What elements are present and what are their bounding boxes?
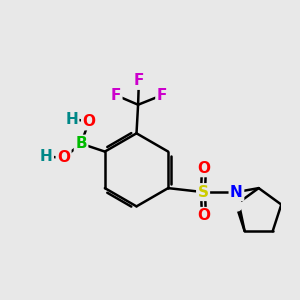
Text: F: F (111, 88, 121, 103)
Text: O: O (197, 161, 210, 176)
Text: H: H (65, 112, 78, 127)
Text: S: S (198, 184, 208, 200)
Text: F: F (134, 74, 144, 88)
Text: B: B (75, 136, 87, 151)
Text: O: O (82, 114, 95, 129)
Text: H: H (40, 149, 52, 164)
Text: N: N (230, 184, 243, 200)
Text: O: O (197, 208, 210, 224)
Text: O: O (57, 150, 70, 165)
Text: F: F (157, 88, 167, 103)
